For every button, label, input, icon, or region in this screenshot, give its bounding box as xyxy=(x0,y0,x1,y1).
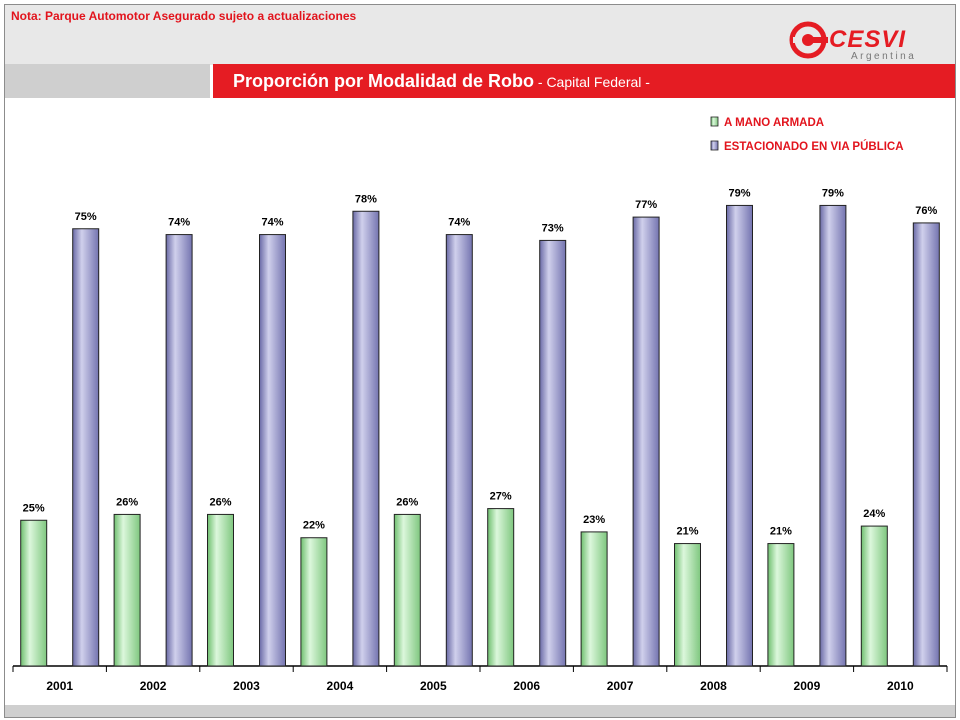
data-label: 76% xyxy=(915,205,937,217)
bar-estacionado xyxy=(819,204,847,667)
bar-a-mano-armada xyxy=(113,513,141,667)
data-label: 74% xyxy=(261,217,283,229)
title-bar: Proporción por Modalidad de Robo - Capit… xyxy=(213,64,955,98)
bar-a-mano-armada xyxy=(393,513,421,667)
x-tick-label: 2004 xyxy=(327,679,354,693)
bar-a-mano-armada xyxy=(674,543,701,667)
x-tick-label: 2001 xyxy=(46,679,73,693)
bar-estacionado xyxy=(632,216,660,667)
logo-text: CESVI xyxy=(829,26,906,53)
data-label: 74% xyxy=(448,217,470,229)
x-tick-label: 2008 xyxy=(700,679,727,693)
x-tick-label: 2003 xyxy=(233,679,260,693)
data-label: 27% xyxy=(490,491,512,503)
data-label: 26% xyxy=(116,496,138,508)
bar-a-mano-armada xyxy=(487,508,515,667)
bar-a-mano-armada xyxy=(20,519,48,667)
data-label: 77% xyxy=(635,199,657,211)
bottom-strip xyxy=(5,705,955,717)
x-tick-label: 2009 xyxy=(794,679,821,693)
legend-swatch xyxy=(710,140,719,151)
logo-subtext: Argentina xyxy=(851,51,916,62)
slide-frame: Nota: Parque Automotor Asegurado sujeto … xyxy=(4,4,956,718)
data-label: 21% xyxy=(770,526,792,538)
data-label: 26% xyxy=(209,496,231,508)
data-label: 74% xyxy=(168,217,190,229)
chart-title-sub: - Capital Federal - xyxy=(534,74,650,90)
cesvi-logo: CESVI Argentina xyxy=(789,21,916,62)
chart-title: Proporción por Modalidad de Robo - Capit… xyxy=(233,71,650,92)
bar-a-mano-armada xyxy=(207,513,234,667)
legend-label: ESTACIONADO EN VIA PÚBLICA xyxy=(724,140,904,153)
data-label: 78% xyxy=(355,193,377,205)
header-band: Nota: Parque Automotor Asegurado sujeto … xyxy=(5,5,955,65)
bar-estacionado xyxy=(72,228,100,667)
data-label: 24% xyxy=(863,508,885,520)
data-label: 73% xyxy=(542,222,564,234)
bar-estacionado xyxy=(352,210,380,667)
bar-a-mano-armada xyxy=(767,543,795,667)
bar-estacionado xyxy=(726,204,753,667)
data-label: 26% xyxy=(396,496,418,508)
note-text: Nota: Parque Automotor Asegurado sujeto … xyxy=(11,9,357,23)
bar-a-mano-armada xyxy=(580,531,608,667)
chart-title-main: Proporción por Modalidad de Robo xyxy=(233,71,534,91)
logo-mark-icon xyxy=(789,21,828,59)
data-label: 21% xyxy=(676,526,698,538)
x-tick-label: 2002 xyxy=(140,679,167,693)
x-tick-label: 2007 xyxy=(607,679,634,693)
data-label: 23% xyxy=(583,514,605,526)
legend-swatch xyxy=(710,116,719,127)
x-tick-label: 2010 xyxy=(887,679,914,693)
legend-label: A MANO ARMADA xyxy=(724,117,824,129)
bar-a-mano-armada xyxy=(300,537,328,667)
bar-estacionado xyxy=(259,234,286,667)
data-label: 75% xyxy=(75,211,97,223)
x-tick-label: 2005 xyxy=(420,679,447,693)
data-label: 22% xyxy=(303,520,325,532)
title-bar-gray xyxy=(5,64,210,98)
bar-chart: 2001 25% 75% 2002 26% 74% 2003 26% 74% 2004 22% 78%… xyxy=(12,116,948,693)
data-label: 79% xyxy=(822,187,844,199)
bar-a-mano-armada xyxy=(860,525,888,667)
bar-estacionado xyxy=(445,234,473,667)
data-label: 25% xyxy=(23,502,45,514)
bar-estacionado xyxy=(539,239,567,667)
data-label: 79% xyxy=(728,187,750,199)
bar-estacionado xyxy=(912,222,940,667)
x-tick-label: 2006 xyxy=(513,679,540,693)
bar-estacionado xyxy=(165,234,193,667)
